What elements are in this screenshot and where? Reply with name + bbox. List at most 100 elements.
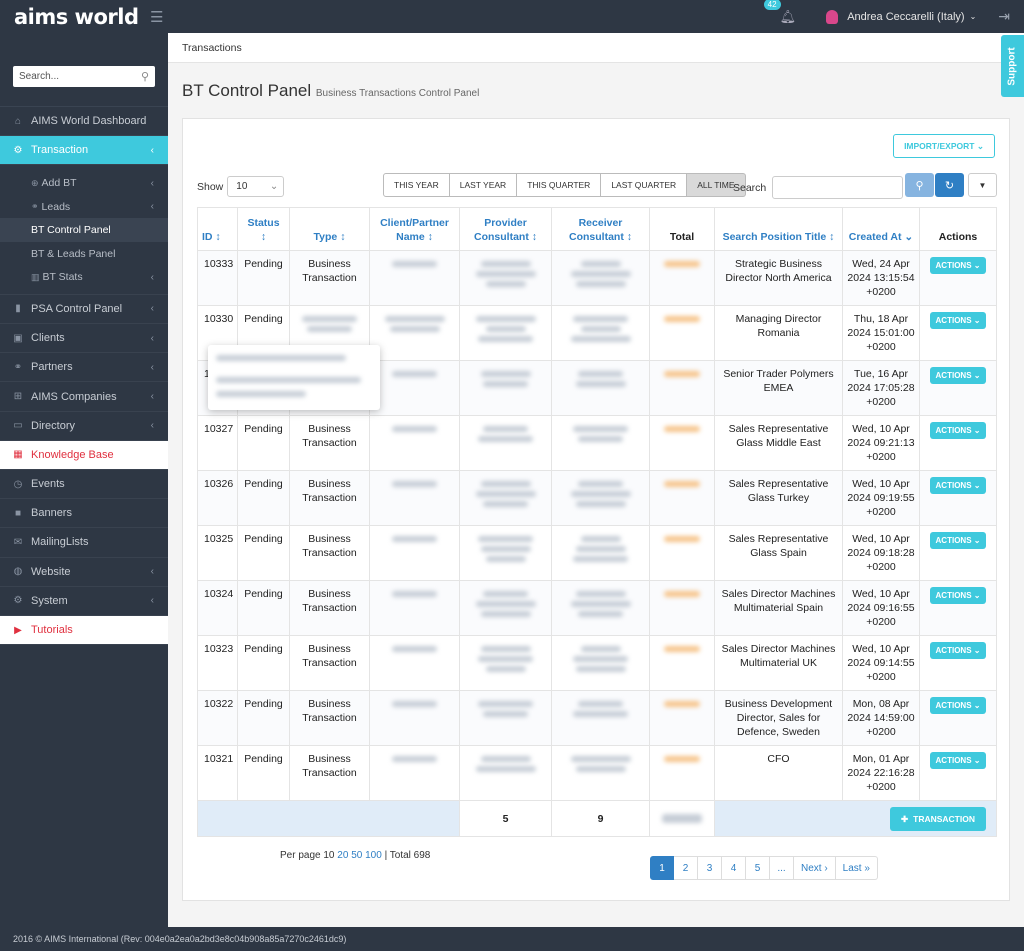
col-created[interactable]: Created At ⌄ [842, 207, 920, 251]
page-size-select[interactable]: 10 ⌄ [227, 176, 285, 197]
page-1-button[interactable]: 1 [650, 856, 674, 880]
sidebar-item-partners[interactable]: ⚭ Partners ‹ [0, 353, 168, 383]
search-input[interactable] [772, 176, 904, 199]
range-this-year-button[interactable]: THIS YEAR [383, 173, 450, 197]
actions-dropdown-button[interactable]: ACTIONS ⌄ [929, 477, 987, 494]
range-all-time-button[interactable]: ALL TIME [687, 173, 746, 197]
page-5-button[interactable]: 5 [746, 856, 770, 880]
logout-icon[interactable]: ⇥ [998, 8, 1010, 24]
cell-actions: ACTIONS ⌄ [919, 250, 997, 306]
cell-position: Sales Director Machines Multimaterial UK [714, 635, 843, 691]
col-total: Total [649, 207, 715, 251]
sidebar-subitem-bt-stats[interactable]: ▥ BT Stats ‹ [0, 265, 168, 289]
range-this-quarter-button[interactable]: THIS QUARTER [517, 173, 602, 197]
redacted-value [664, 591, 700, 597]
sidebar-item-aims-companies[interactable]: ⊞ AIMS Companies ‹ [0, 382, 168, 412]
table-row[interactable]: 10327 Pending Business Transaction Sales Re… [197, 415, 997, 471]
menu-toggle-icon[interactable]: ☰ [150, 8, 164, 26]
sidebar-subitem-bt-control-panel[interactable]: BT Control Panel [0, 218, 168, 242]
col-id[interactable]: ID ↕ [197, 207, 238, 251]
actions-dropdown-button[interactable]: ACTIONS ⌄ [929, 697, 987, 714]
sidebar-item-tutorials[interactable]: ▶ Tutorials [0, 615, 168, 646]
actions-dropdown-button[interactable]: ACTIONS ⌄ [929, 422, 987, 439]
gear-icon: ⚙ [13, 595, 23, 607]
clock-icon: ◷ [13, 478, 23, 490]
col-receiver[interactable]: Receiver Consultant ↕ [551, 207, 650, 251]
col-type[interactable]: Type ↕ [289, 207, 370, 251]
sidebar-item-dashboard[interactable]: ⌂ AIMS World Dashboard [0, 107, 168, 137]
sidebar-search-input[interactable]: Search... ⚲ [13, 66, 155, 87]
sidebar-item-banners[interactable]: ■ Banners [0, 499, 168, 529]
notifications-bell[interactable]: 42 🔔︎ [763, 0, 796, 25]
col-client[interactable]: Client/Partner Name ↕ [369, 207, 460, 251]
page-2-button[interactable]: 2 [674, 856, 698, 880]
sidebar-item-directory[interactable]: ▭ Directory ‹ [0, 412, 168, 441]
cell-type: Business Transaction [289, 250, 370, 306]
actions-dropdown-button[interactable]: ACTIONS ⌄ [929, 312, 987, 329]
redacted-value [664, 536, 700, 542]
redacted-value [392, 536, 437, 542]
sidebar-subitem-leads[interactable]: ⚭ Leads ‹ [0, 195, 168, 219]
redacted-value [664, 371, 700, 377]
search-button[interactable]: ⚲ [905, 173, 934, 197]
cell-status: Pending [237, 250, 290, 306]
cell-id: 10324 [197, 580, 238, 636]
range-last-quarter-button[interactable]: LAST QUARTER [601, 173, 688, 197]
last-page-button[interactable]: Last » [835, 856, 878, 880]
cell-id: 10333 [197, 250, 238, 306]
col-position[interactable]: Search Position Title ↕ [714, 207, 843, 251]
table-row[interactable]: 10323 Pending Business Transaction Sales Di… [197, 635, 997, 691]
actions-dropdown-button[interactable]: ACTIONS ⌄ [929, 642, 987, 659]
logo[interactable]: aims world [14, 4, 139, 29]
user-menu[interactable]: Andrea Ceccarelli (Italy) ⌄ [826, 9, 976, 24]
sidebar-item-clients[interactable]: ▣ Clients ‹ [0, 324, 168, 354]
redacted-value [664, 646, 700, 652]
page-4-button[interactable]: 4 [722, 856, 746, 880]
chevron-left-icon: ‹ [150, 144, 154, 156]
redacted-value [216, 355, 346, 361]
sidebar-item-website[interactable]: ◍ Website ‹ [0, 558, 168, 587]
import-export-button[interactable]: IMPORT/EXPORT ⌄ [893, 134, 995, 158]
per-page-100-link[interactable]: 100 [365, 850, 382, 861]
add-transaction-button[interactable]: ✚ TRANSACTION [890, 806, 986, 831]
search-icon[interactable]: ⚲ [140, 71, 149, 83]
refresh-button[interactable]: ↻ [935, 173, 964, 197]
redacted-value [570, 601, 631, 607]
more-options-button[interactable]: ▼ [968, 173, 997, 197]
table-row[interactable]: 10322 Pending Business Transaction Business… [197, 690, 997, 746]
table-row[interactable]: 10326 Pending Business Transaction Sales Re… [197, 470, 997, 526]
redacted-value [480, 371, 531, 377]
actions-dropdown-button[interactable]: ACTIONS ⌄ [929, 532, 987, 549]
per-page-50-link[interactable]: 50 [351, 850, 363, 861]
cell-created: Wed, 10 Apr 2024 09:14:55 +0200 [842, 635, 920, 691]
col-provider[interactable]: Provider Consultant ↕ [459, 207, 552, 251]
sidebar-item-system[interactable]: ⚙ System ‹ [0, 587, 168, 616]
chevron-left-icon: ‹ [150, 201, 154, 213]
chevron-down-icon: ⌄ [973, 425, 981, 435]
sidebar-item-transaction[interactable]: ⚙ Transaction ‹ [0, 136, 168, 166]
actions-dropdown-button[interactable]: ACTIONS ⌄ [929, 587, 987, 604]
sidebar-item-mailinglists[interactable]: ✉ MailingLists [0, 528, 168, 558]
cell-type-text: Business Transaction [302, 423, 357, 449]
actions-dropdown-button[interactable]: ACTIONS ⌄ [929, 257, 987, 274]
col-status[interactable]: Status ↕ [237, 207, 290, 251]
table-row[interactable]: 10321 Pending Business Transaction CFO Mon, … [197, 745, 997, 801]
sidebar-subitem-add-bt[interactable]: ⊕ Add BT ‹ [0, 171, 168, 195]
per-page-20-link[interactable]: 20 [337, 850, 349, 861]
actions-dropdown-button[interactable]: ACTIONS ⌄ [929, 752, 987, 769]
support-tab[interactable]: Support [1001, 35, 1024, 97]
cell-receiver [551, 470, 650, 526]
table-row[interactable]: 10325 Pending Business Transaction Sales Re… [197, 525, 997, 581]
table-row[interactable]: 10324 Pending Business Transaction Sales Di… [197, 580, 997, 636]
link-icon: ⚭ [13, 361, 23, 373]
actions-dropdown-button[interactable]: ACTIONS ⌄ [929, 367, 987, 384]
next-page-button[interactable]: Next › [794, 856, 836, 880]
sidebar-item-psa[interactable]: ▮ PSA Control Panel ‹ [0, 295, 168, 325]
table-row[interactable]: 10333 Pending Business Transaction Strategi… [197, 250, 997, 306]
page-3-button[interactable]: 3 [698, 856, 722, 880]
user-name: Andrea Ceccarelli (Italy) [847, 10, 965, 23]
sidebar-item-knowledge-base[interactable]: ▦ Knowledge Base [0, 440, 168, 470]
sidebar-item-events[interactable]: ◷ Events [0, 470, 168, 500]
range-last-year-button[interactable]: LAST YEAR [449, 173, 518, 197]
sidebar-subitem-bt-leads-panel[interactable]: BT & Leads Panel [0, 242, 168, 266]
